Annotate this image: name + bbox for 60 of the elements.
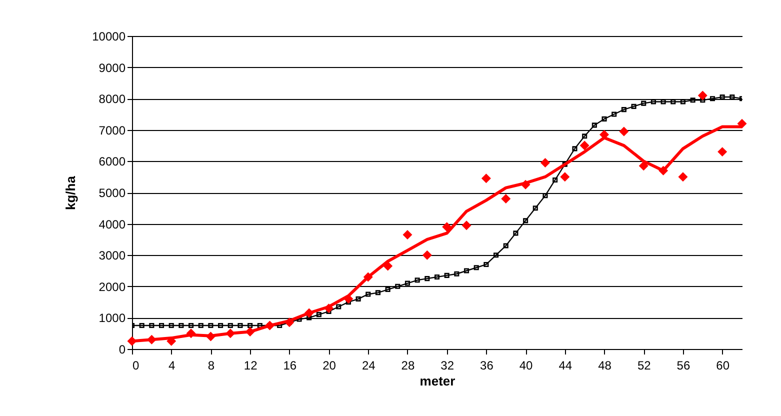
y-tick-label: 2000 [98, 280, 126, 294]
x-tick-label: 24 [362, 358, 376, 372]
x-tick-label: 44 [558, 358, 572, 372]
point [402, 230, 412, 240]
y-tick-label: 4000 [98, 217, 126, 232]
x-tick-label: 36 [480, 358, 494, 372]
point [383, 261, 393, 271]
point [678, 172, 688, 182]
x-tick-label: 8 [208, 358, 215, 372]
point [265, 320, 274, 330]
y-tick-label: 8000 [98, 92, 126, 106]
x-tick-label: 32 [440, 358, 454, 372]
point [619, 126, 629, 136]
point [481, 174, 491, 184]
point [698, 90, 708, 100]
y-tick-label: 9000 [98, 60, 126, 75]
y-tick-label: 5000 [98, 186, 126, 200]
point [324, 304, 334, 314]
point [737, 118, 747, 128]
x-tick-label: 20 [322, 358, 336, 372]
x-tick-label: 56 [676, 358, 690, 372]
x-tick-label: 12 [244, 358, 258, 372]
x-tick-label: 16 [283, 358, 297, 372]
point [540, 158, 550, 168]
point [363, 272, 373, 282]
point [442, 222, 452, 232]
x-tick-label: 48 [598, 358, 612, 372]
point [127, 336, 137, 346]
point [146, 334, 156, 344]
point [245, 327, 255, 337]
y-tick-label: 0 [118, 342, 126, 356]
point [658, 166, 668, 176]
point [166, 336, 176, 346]
point [226, 328, 236, 338]
point [186, 328, 196, 338]
point [718, 147, 728, 157]
y-tick-label: 1000 [98, 311, 126, 326]
point [422, 250, 432, 260]
x-tick-label: 52 [637, 358, 652, 372]
point [560, 172, 570, 182]
point [462, 220, 472, 230]
point [206, 332, 216, 342]
y-tick-label: 10000 [92, 30, 126, 44]
y-tick-label: 6000 [98, 154, 126, 169]
x-axis-title: meter [420, 374, 456, 388]
point [520, 180, 530, 190]
x-tick-label: 0 [132, 358, 140, 372]
point [501, 194, 511, 204]
point [638, 161, 648, 171]
x-tick-label: 4 [168, 358, 176, 372]
point [284, 318, 294, 328]
x-tick-label: 28 [401, 358, 415, 372]
y-tick-label: 3000 [98, 248, 126, 263]
point [304, 308, 314, 318]
x-tick-label: 60 [716, 358, 730, 372]
point [344, 294, 354, 304]
point [580, 140, 590, 150]
y-tick-label: 7000 [98, 123, 126, 138]
y-axis-title: kg/ha [63, 175, 78, 210]
x-tick-label: 40 [519, 358, 534, 372]
